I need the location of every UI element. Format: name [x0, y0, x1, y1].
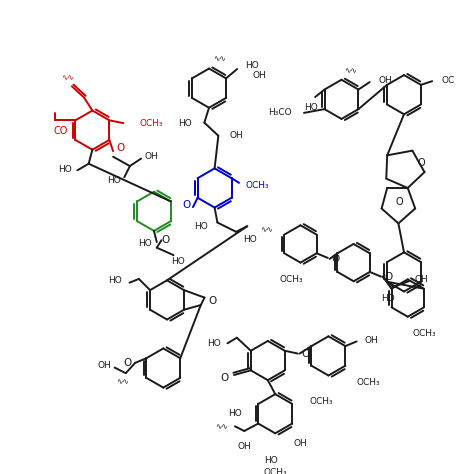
- Text: ∿∿: ∿∿: [61, 73, 73, 82]
- Text: HO: HO: [264, 456, 277, 465]
- Text: HO: HO: [171, 257, 184, 266]
- Text: ∿∿: ∿∿: [116, 377, 128, 386]
- Text: ∿∿: ∿∿: [216, 422, 228, 431]
- Text: ∿∿: ∿∿: [213, 55, 226, 64]
- Text: HO: HO: [228, 409, 241, 418]
- Text: OCH₃: OCH₃: [280, 275, 303, 284]
- Text: HO: HO: [244, 235, 257, 244]
- Text: O: O: [301, 348, 310, 358]
- Text: HO: HO: [305, 102, 319, 111]
- Text: O: O: [208, 296, 217, 306]
- Text: OCH₃: OCH₃: [309, 397, 333, 406]
- Text: O: O: [396, 197, 403, 207]
- Text: OH: OH: [97, 361, 111, 370]
- Text: CO: CO: [53, 126, 68, 136]
- Text: O: O: [123, 358, 131, 368]
- Text: HO: HO: [138, 238, 152, 247]
- Text: O: O: [182, 200, 190, 210]
- Text: HO: HO: [109, 276, 122, 285]
- Text: OH: OH: [415, 275, 428, 284]
- Text: HO: HO: [207, 339, 221, 348]
- Text: OC: OC: [441, 76, 455, 85]
- Text: HO: HO: [179, 119, 192, 128]
- Text: H₃CO: H₃CO: [268, 109, 292, 118]
- Text: O: O: [331, 254, 340, 264]
- Text: ∿∿: ∿∿: [344, 66, 357, 75]
- Text: OH: OH: [229, 131, 243, 140]
- Text: OH: OH: [252, 71, 266, 80]
- Text: HO: HO: [382, 293, 395, 302]
- Text: OH: OH: [364, 336, 378, 345]
- Text: OCH₃: OCH₃: [356, 377, 380, 386]
- Text: OCH₃: OCH₃: [139, 118, 163, 128]
- Text: O: O: [162, 235, 170, 245]
- Text: ∿∿: ∿∿: [260, 226, 273, 235]
- Text: HO: HO: [58, 165, 72, 174]
- Text: OH: OH: [294, 439, 308, 448]
- Text: OH: OH: [145, 152, 159, 161]
- Text: OH: OH: [379, 76, 393, 85]
- Text: HO: HO: [194, 222, 208, 231]
- Text: O: O: [116, 143, 124, 153]
- Text: O: O: [417, 158, 425, 168]
- Text: HO: HO: [245, 61, 258, 70]
- Text: O: O: [385, 272, 393, 282]
- Text: HO: HO: [107, 175, 120, 184]
- Text: OCH₃: OCH₃: [264, 468, 287, 474]
- Text: O: O: [220, 373, 228, 383]
- Text: OH: OH: [237, 442, 251, 451]
- Text: OCH₃: OCH₃: [246, 181, 269, 190]
- Text: OCH₃: OCH₃: [412, 329, 436, 338]
